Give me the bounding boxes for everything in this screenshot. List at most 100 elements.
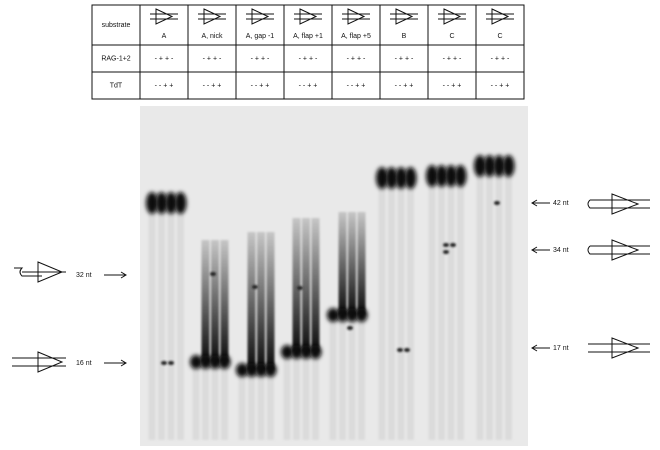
minor-band [494, 201, 500, 205]
smear [293, 218, 301, 352]
smear [339, 212, 347, 315]
substrate-icon [588, 194, 650, 358]
lane-ghost [258, 370, 265, 440]
row-cell: - - + + [203, 82, 222, 89]
band [356, 308, 368, 322]
lane-ghost [486, 158, 493, 440]
lane-ghost [505, 158, 512, 440]
row-cell: - + + - [395, 55, 414, 62]
size-label: 34 nt [553, 247, 569, 254]
lane-ghost [221, 362, 228, 440]
row-cell: - - + + [347, 82, 366, 89]
lane-ghost [477, 158, 484, 440]
lane-ghost [158, 195, 165, 440]
minor-band [347, 326, 353, 330]
lane-ghost [239, 370, 246, 440]
minor-band [297, 286, 303, 290]
row-cell: - + + - [203, 55, 222, 62]
substrate-icon [342, 9, 370, 24]
row-cell: - + + - [347, 55, 366, 62]
lane-ghost [388, 170, 395, 440]
arrow [532, 247, 550, 253]
smear [267, 232, 275, 370]
arrow [532, 345, 550, 351]
lane-ghost [457, 168, 464, 440]
lane-ghost [177, 195, 184, 440]
lane-ghost [284, 352, 291, 440]
band [405, 167, 417, 189]
lane-ghost [407, 170, 414, 440]
row-cell: - - + + [491, 82, 510, 89]
lane-ghost [339, 315, 346, 440]
substrate-icon [486, 9, 514, 24]
substrate-label: A, flap +5 [341, 33, 371, 40]
arrow [104, 360, 126, 366]
minor-band [443, 243, 449, 247]
minor-band [397, 348, 403, 352]
lane-ghost [267, 370, 274, 440]
substrate-icon [438, 9, 466, 24]
smear [348, 212, 356, 315]
row-cell: - - + + [251, 82, 270, 89]
arrow [532, 200, 550, 206]
minor-band [443, 250, 449, 254]
size-label: 42 nt [553, 200, 569, 207]
row-cell: - + + - [443, 55, 462, 62]
lane-ghost [303, 352, 310, 440]
band [503, 155, 515, 177]
substrate-icon [198, 9, 226, 24]
minor-band [168, 361, 174, 365]
table-header: substrate [102, 22, 131, 29]
smear [312, 218, 320, 352]
lane-ghost [438, 168, 445, 440]
lane-ghost [193, 362, 200, 440]
substrate-label: A [162, 33, 167, 40]
minor-band [252, 285, 258, 289]
row-label: RAG-1+2 [101, 55, 130, 62]
substrate-label: A, flap +1 [293, 33, 323, 40]
smear [302, 218, 310, 352]
substrate-icon [390, 9, 418, 24]
minor-band [450, 243, 456, 247]
smear [257, 232, 265, 370]
row-cell: - + + - [299, 55, 318, 62]
row-cell: - + + - [491, 55, 510, 62]
smear [248, 232, 256, 370]
band [265, 363, 277, 377]
row-cell: - - + + [443, 82, 462, 89]
minor-band [210, 272, 216, 276]
band [175, 192, 187, 214]
substrate-label: C [497, 33, 502, 40]
row-cell: - - + + [299, 82, 318, 89]
lane-ghost [330, 315, 337, 440]
size-label: 17 nt [553, 345, 569, 352]
lane-ghost [398, 170, 405, 440]
minor-band [161, 361, 167, 365]
substrate-label: B [402, 33, 407, 40]
lane-ghost [168, 195, 175, 440]
substrate-label: C [449, 33, 454, 40]
lane-ghost [149, 195, 156, 440]
smear [358, 212, 366, 315]
size-label: 16 nt [76, 360, 92, 367]
figure: substrate A A, nick A, gap -1 A, flap +1 A, f… [0, 0, 660, 450]
row-cell: - - + + [155, 82, 174, 89]
row-cell: - + + - [155, 55, 174, 62]
substrate-label: A, gap -1 [246, 33, 275, 40]
arrow [104, 272, 126, 278]
band [219, 355, 231, 369]
size-label: 32 nt [76, 272, 92, 279]
band [455, 165, 467, 187]
band [310, 345, 322, 359]
lane-ghost [293, 352, 300, 440]
lane-ghost [429, 168, 436, 440]
lane-ghost [496, 158, 503, 440]
lane-ghost [248, 370, 255, 440]
lane-table: substrate A A, nick A, gap -1 A, flap +1 A, f… [92, 5, 524, 99]
substrate-label: A, nick [201, 33, 223, 40]
substrate-icon [150, 9, 178, 24]
lane-ghost [202, 362, 209, 440]
minor-band [404, 348, 410, 352]
lane-ghost [448, 168, 455, 440]
row-label: TdT [110, 82, 123, 89]
